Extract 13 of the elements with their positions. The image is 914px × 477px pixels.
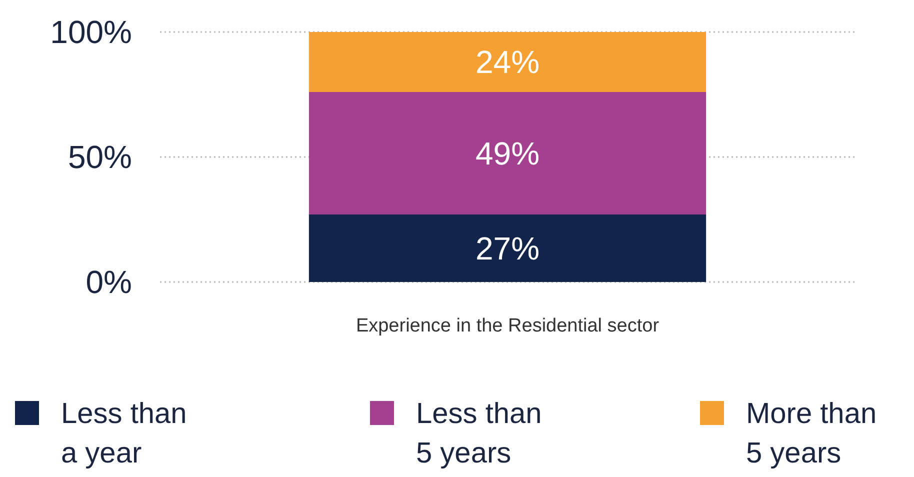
data-label: 24% <box>475 44 540 80</box>
bar <box>308 214 706 282</box>
legend-label: Less than a year <box>61 398 187 470</box>
y-tick-label: 0% <box>86 264 132 300</box>
bar <box>308 32 706 92</box>
x-tick-label: Experience in the Residential sector <box>356 316 660 337</box>
bar <box>308 92 706 214</box>
y-tick-label: 100% <box>50 14 132 50</box>
data-label: 27% <box>475 230 540 266</box>
legend-label: More than 5 years <box>746 398 877 470</box>
legend-label: Less than 5 years <box>416 398 542 470</box>
y-tick-label: 50% <box>68 139 132 176</box>
data-label: 49% <box>475 135 540 172</box>
